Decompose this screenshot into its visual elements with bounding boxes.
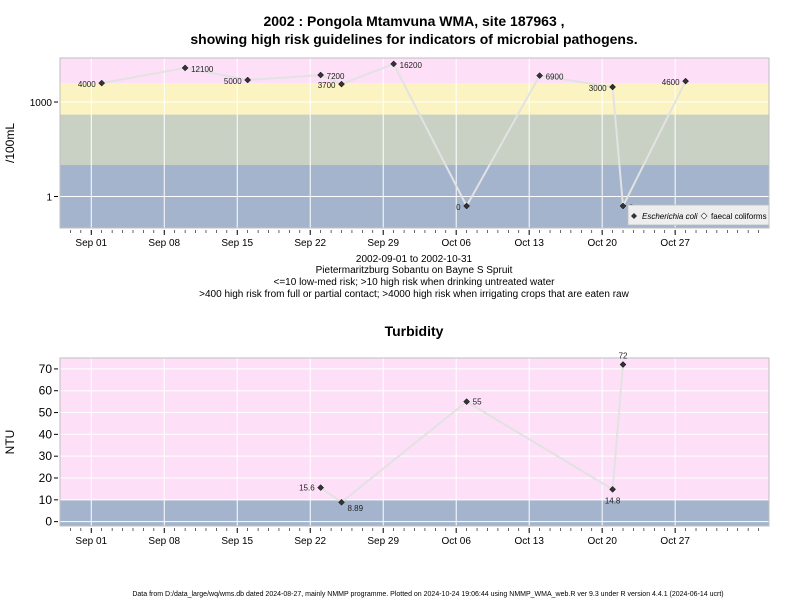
chart1-subtitle: showing high risk guidelines for indicat… (190, 31, 637, 47)
data-point (390, 60, 398, 68)
legend-label-faecal: faecal coliforms (711, 212, 767, 221)
x-tick-label: Sep 29 (367, 536, 399, 547)
x-tick-label: Oct 13 (514, 536, 544, 547)
data-point (338, 498, 345, 506)
data-label: 3000 (589, 84, 607, 93)
data-point (463, 202, 470, 210)
data-label: 0 (456, 203, 461, 212)
y-tick-label: 10 (39, 493, 53, 507)
data-point (317, 71, 325, 79)
data-label: 12100 (191, 65, 214, 74)
data-label: 14.8 (605, 496, 621, 505)
y-tick-label: 60 (39, 384, 53, 398)
data-point (244, 76, 252, 84)
guideline-band-1 (60, 114, 769, 166)
y-tick-label: 20 (39, 471, 53, 485)
data-label: 72 (619, 352, 628, 361)
data-point (609, 485, 616, 493)
y-tick-label: 40 (39, 427, 53, 441)
data-label: 7200 (327, 72, 345, 81)
data-label: 15.6 (299, 484, 315, 493)
chart1-site-name: Pietermaritzburg Sobantu on Bayne S Spru… (316, 265, 513, 276)
data-label: 16200 (400, 61, 423, 70)
x-tick-label: Sep 15 (221, 238, 253, 249)
data-label: 4000 (78, 80, 96, 89)
y-tick-label: 50 (39, 406, 53, 420)
data-point (98, 79, 106, 87)
data-point (619, 361, 627, 368)
chart2-panel: Sep 01 Sep 08 Sep 15 Sep 22 Sep 29 Oct 06 Oct … (3, 352, 770, 547)
x-tick-label: Oct 27 (660, 536, 690, 547)
data-label: 8.89 (348, 504, 364, 513)
x-tick-label: Oct 13 (514, 238, 544, 249)
data-point (619, 202, 627, 210)
x-tick-label: Oct 06 (441, 238, 471, 249)
chart1-panel: Sep 01 Sep 08 Sep 15 Sep 22 Sep 29 Oct 06 Oct … (3, 57, 770, 249)
data-label: 4600 (662, 78, 680, 87)
data-label: 5000 (224, 77, 242, 86)
chart1-date-range: 2002-09-01 to 2002-10-31 (356, 254, 473, 265)
x-tick-label: Oct 20 (587, 536, 617, 547)
x-tick-label: Sep 22 (294, 536, 326, 547)
y-tick-label: 1000 (30, 98, 53, 109)
data-point (609, 83, 616, 91)
legend-label-ecoli: Escherichia coli (642, 212, 698, 221)
footer-note: Data from D:/data_large/wq/wms.db dated … (132, 591, 723, 598)
legend-marker-ecoli (631, 213, 637, 219)
guideline-band-3 (60, 58, 769, 84)
data-label: 55 (473, 398, 482, 407)
data-point (181, 64, 189, 72)
y-tick-label: 70 (39, 362, 53, 376)
data-label: 6900 (546, 73, 564, 82)
y-tick-label: 1 (46, 193, 52, 204)
data-point (536, 72, 543, 79)
data-point (338, 80, 345, 88)
x-tick-label: Oct 27 (660, 238, 690, 249)
x-tick-label: Oct 06 (441, 536, 471, 547)
legend-box (627, 204, 770, 226)
data-point (463, 398, 470, 405)
y-axis-label: /100mL (3, 123, 17, 163)
x-tick-label: Sep 29 (367, 238, 399, 249)
x-tick-label: Oct 20 (587, 238, 617, 249)
chart1-guideline-note-2: >400 high risk from full or partial cont… (199, 289, 629, 300)
chart1-guideline-note-1: <=10 low-med risk; >10 high risk when dr… (274, 277, 556, 288)
data-label: 3700 (318, 81, 336, 90)
data-point (682, 77, 689, 85)
x-tick-label: Sep 15 (221, 536, 253, 547)
y-tick-label: 30 (39, 449, 53, 463)
x-tick-label: Sep 01 (75, 238, 107, 249)
y-axis-label: NTU (3, 430, 17, 455)
chart1-title: 2002 : Pongola Mtamvuna WMA, site 187963… (263, 13, 564, 29)
chart2-title: Turbidity (385, 323, 444, 339)
x-tick-label: Sep 22 (294, 238, 326, 249)
y-tick-label: 0 (45, 515, 52, 529)
x-tick-label: Sep 08 (148, 238, 180, 249)
guideline-band-1 (60, 358, 769, 500)
x-tick-label: Sep 01 (75, 536, 107, 547)
plot-frame (59, 57, 770, 229)
legend-marker-faecal (700, 212, 708, 220)
guideline-band-2 (60, 83, 769, 115)
plot-frame (59, 357, 770, 527)
data-point (317, 484, 325, 491)
x-tick-label: Sep 08 (148, 536, 180, 547)
